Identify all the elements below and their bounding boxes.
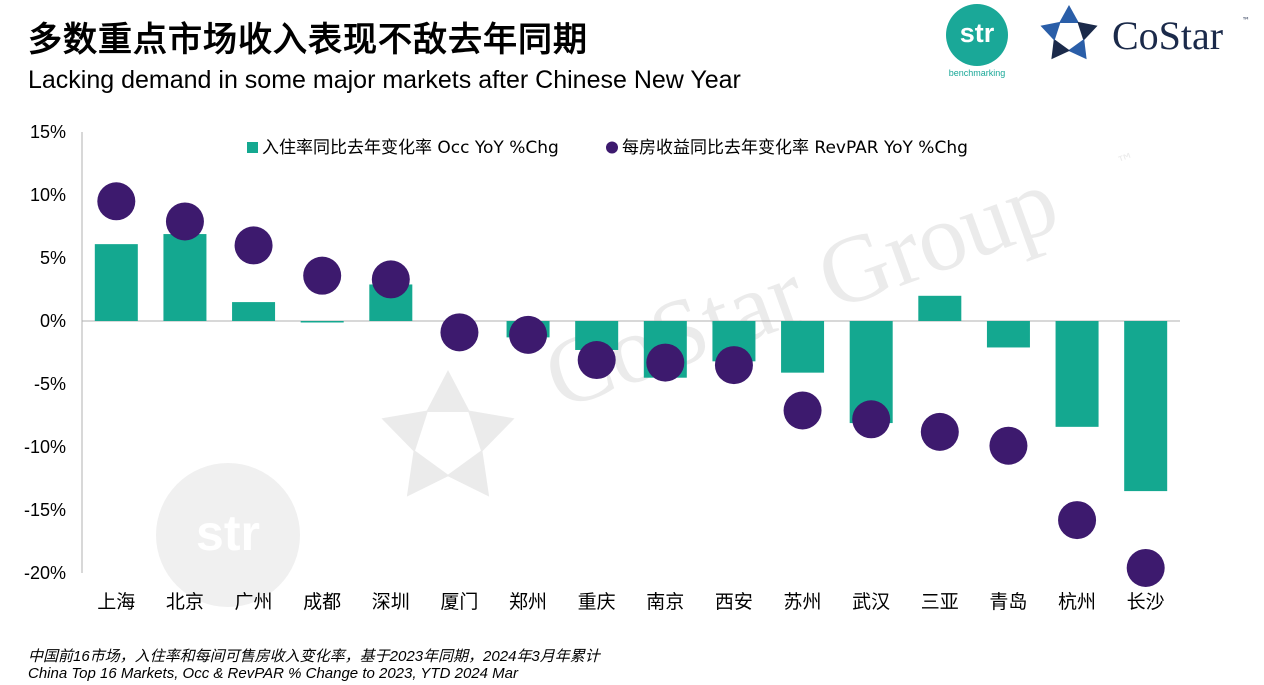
occ-bar <box>918 295 962 321</box>
occ-bar <box>781 321 825 373</box>
costar-trademark: ™ <box>1242 16 1250 25</box>
revpar-point <box>234 226 273 265</box>
occ-bar <box>1055 321 1099 427</box>
footnote-chinese: 中国前16市场，入住率和每间可售房收入变化率，基于2023年同期，2024年3月… <box>28 648 600 665</box>
costar-logo: CoStar ™ <box>1036 2 1256 66</box>
x-category-label: 三亚 <box>921 591 959 613</box>
legend-occ-label: 入住率同比去年变化率 Occ YoY %Chg <box>262 138 559 158</box>
x-category-label: 成都 <box>303 591 341 613</box>
occ-bar <box>232 302 276 321</box>
watermark-star-icon <box>381 370 515 497</box>
page-subtitle: Lacking demand in some major markets aft… <box>28 66 741 94</box>
revpar-point <box>646 343 685 382</box>
occ-bar <box>163 234 207 321</box>
y-tick-label: 15% <box>30 122 66 142</box>
str-logo-subtext: benchmarking <box>948 68 1006 78</box>
revpar-point <box>97 182 136 221</box>
revpar-point <box>714 346 753 385</box>
y-tick-label: -10% <box>24 437 66 457</box>
y-tick-label: 10% <box>30 185 66 205</box>
occ-bar <box>1124 321 1168 492</box>
legend-occ-swatch <box>247 142 258 153</box>
str-logo-disc: str <box>946 4 1008 66</box>
y-tick-label: 5% <box>40 248 66 268</box>
legend-revpar-label: 每房收益同比去年变化率 RevPAR YoY %Chg <box>622 138 968 158</box>
watermark-tm: ™ <box>1115 149 1139 175</box>
revpar-point <box>852 400 891 439</box>
revpar-point <box>509 315 548 354</box>
revpar-point <box>1126 548 1165 587</box>
x-category-label: 上海 <box>97 591 135 613</box>
x-category-label: 长沙 <box>1127 591 1165 613</box>
watermark-str-disc <box>156 463 300 607</box>
x-category-label: 杭州 <box>1058 591 1096 613</box>
x-category-label: 厦门 <box>440 591 478 613</box>
page-title: 多数重点市场收入表现不敌去年同期 <box>28 20 588 60</box>
y-tick-label: -15% <box>24 500 66 520</box>
y-tick-label: -20% <box>24 563 66 583</box>
footnote-english: China Top 16 Markets, Occ & RevPAR % Cha… <box>28 665 518 682</box>
costar-star-icon <box>1040 5 1098 60</box>
revpar-point <box>989 426 1028 465</box>
x-category-label: 广州 <box>235 591 273 613</box>
legend-revpar-swatch <box>606 141 618 154</box>
occ-revpar-chart: str CoStar Group ™ 15% 10% 5% 0% -5% -10% -15%… <box>24 122 1180 613</box>
occ-bar <box>300 321 344 323</box>
x-category-label: 深圳 <box>372 591 410 613</box>
watermark-text: CoStar Group <box>531 146 1071 430</box>
y-tick-label: -5% <box>34 374 66 394</box>
revpar-point <box>371 260 410 299</box>
occ-bar <box>94 244 138 321</box>
x-category-label: 苏州 <box>784 591 822 613</box>
revpar-point <box>920 412 959 451</box>
revpar-point <box>165 202 204 241</box>
x-category-label: 南京 <box>646 591 684 613</box>
x-category-label: 西安 <box>715 591 753 613</box>
str-logo: str benchmarking <box>943 4 1011 80</box>
y-tick-label: 0% <box>40 311 66 331</box>
revpar-point <box>783 391 822 430</box>
x-category-label: 郑州 <box>509 591 547 613</box>
x-category-label: 武汉 <box>852 591 890 613</box>
occ-bar <box>986 321 1030 348</box>
costar-wordmark: CoStar <box>1112 13 1224 58</box>
watermark-str-text: str <box>196 505 260 561</box>
x-category-label: 北京 <box>166 591 204 613</box>
revpar-point <box>303 256 342 295</box>
revpar-point <box>1058 501 1097 540</box>
x-category-label: 青岛 <box>989 591 1027 613</box>
x-category-label: 重庆 <box>578 591 616 613</box>
revpar-point <box>440 313 479 352</box>
revpar-point <box>577 341 616 380</box>
